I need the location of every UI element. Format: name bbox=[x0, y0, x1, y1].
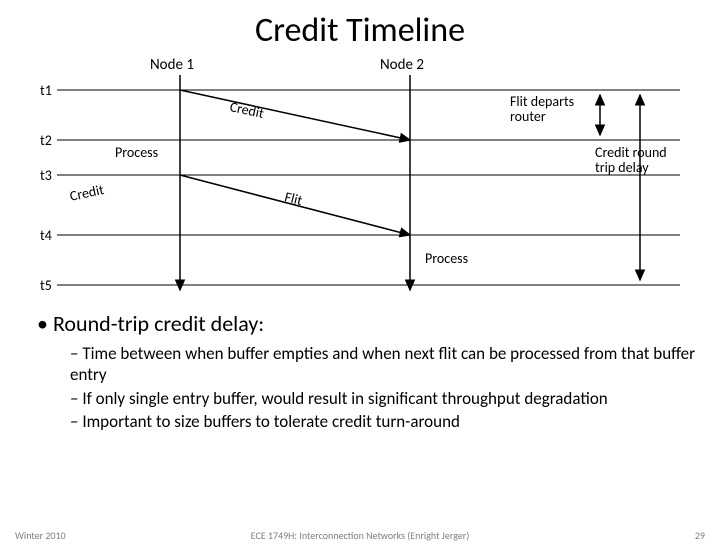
timeline-diagram: Node 1 Node 2 t1 t2 t3 t4 t5 Credit Proc… bbox=[40, 70, 680, 300]
page-title: Credit Timeline bbox=[0, 10, 720, 51]
t1-label: t1 bbox=[40, 82, 52, 99]
flit-departs-l2: router bbox=[510, 108, 546, 125]
footer-right: 29 bbox=[695, 529, 705, 542]
diagram-svg bbox=[40, 70, 680, 300]
sub-bullet-2: – If only single entry buffer, would res… bbox=[15, 388, 705, 409]
round-trip-l2: trip delay bbox=[595, 159, 649, 176]
t3-label: t3 bbox=[40, 167, 52, 184]
node1-label: Node 1 bbox=[150, 56, 194, 74]
process-label-1: Process bbox=[115, 144, 158, 161]
t2-label: t2 bbox=[40, 132, 52, 149]
process-label-2: Process bbox=[425, 250, 468, 267]
main-bullet: • Round-trip credit delay: bbox=[15, 310, 705, 337]
t4-label: t4 bbox=[40, 227, 52, 244]
t5-label: t5 bbox=[40, 277, 52, 294]
node2-label: Node 2 bbox=[380, 56, 424, 74]
sub-bullet-1: – Time between when buffer empties and w… bbox=[15, 343, 705, 386]
sub-bullet-3: – Important to size buffers to tolerate … bbox=[15, 411, 705, 432]
footer-center: ECE 1749H: Interconnection Networks (Enr… bbox=[0, 529, 720, 542]
bullet-section: • Round-trip credit delay: – Time betwee… bbox=[15, 310, 705, 434]
